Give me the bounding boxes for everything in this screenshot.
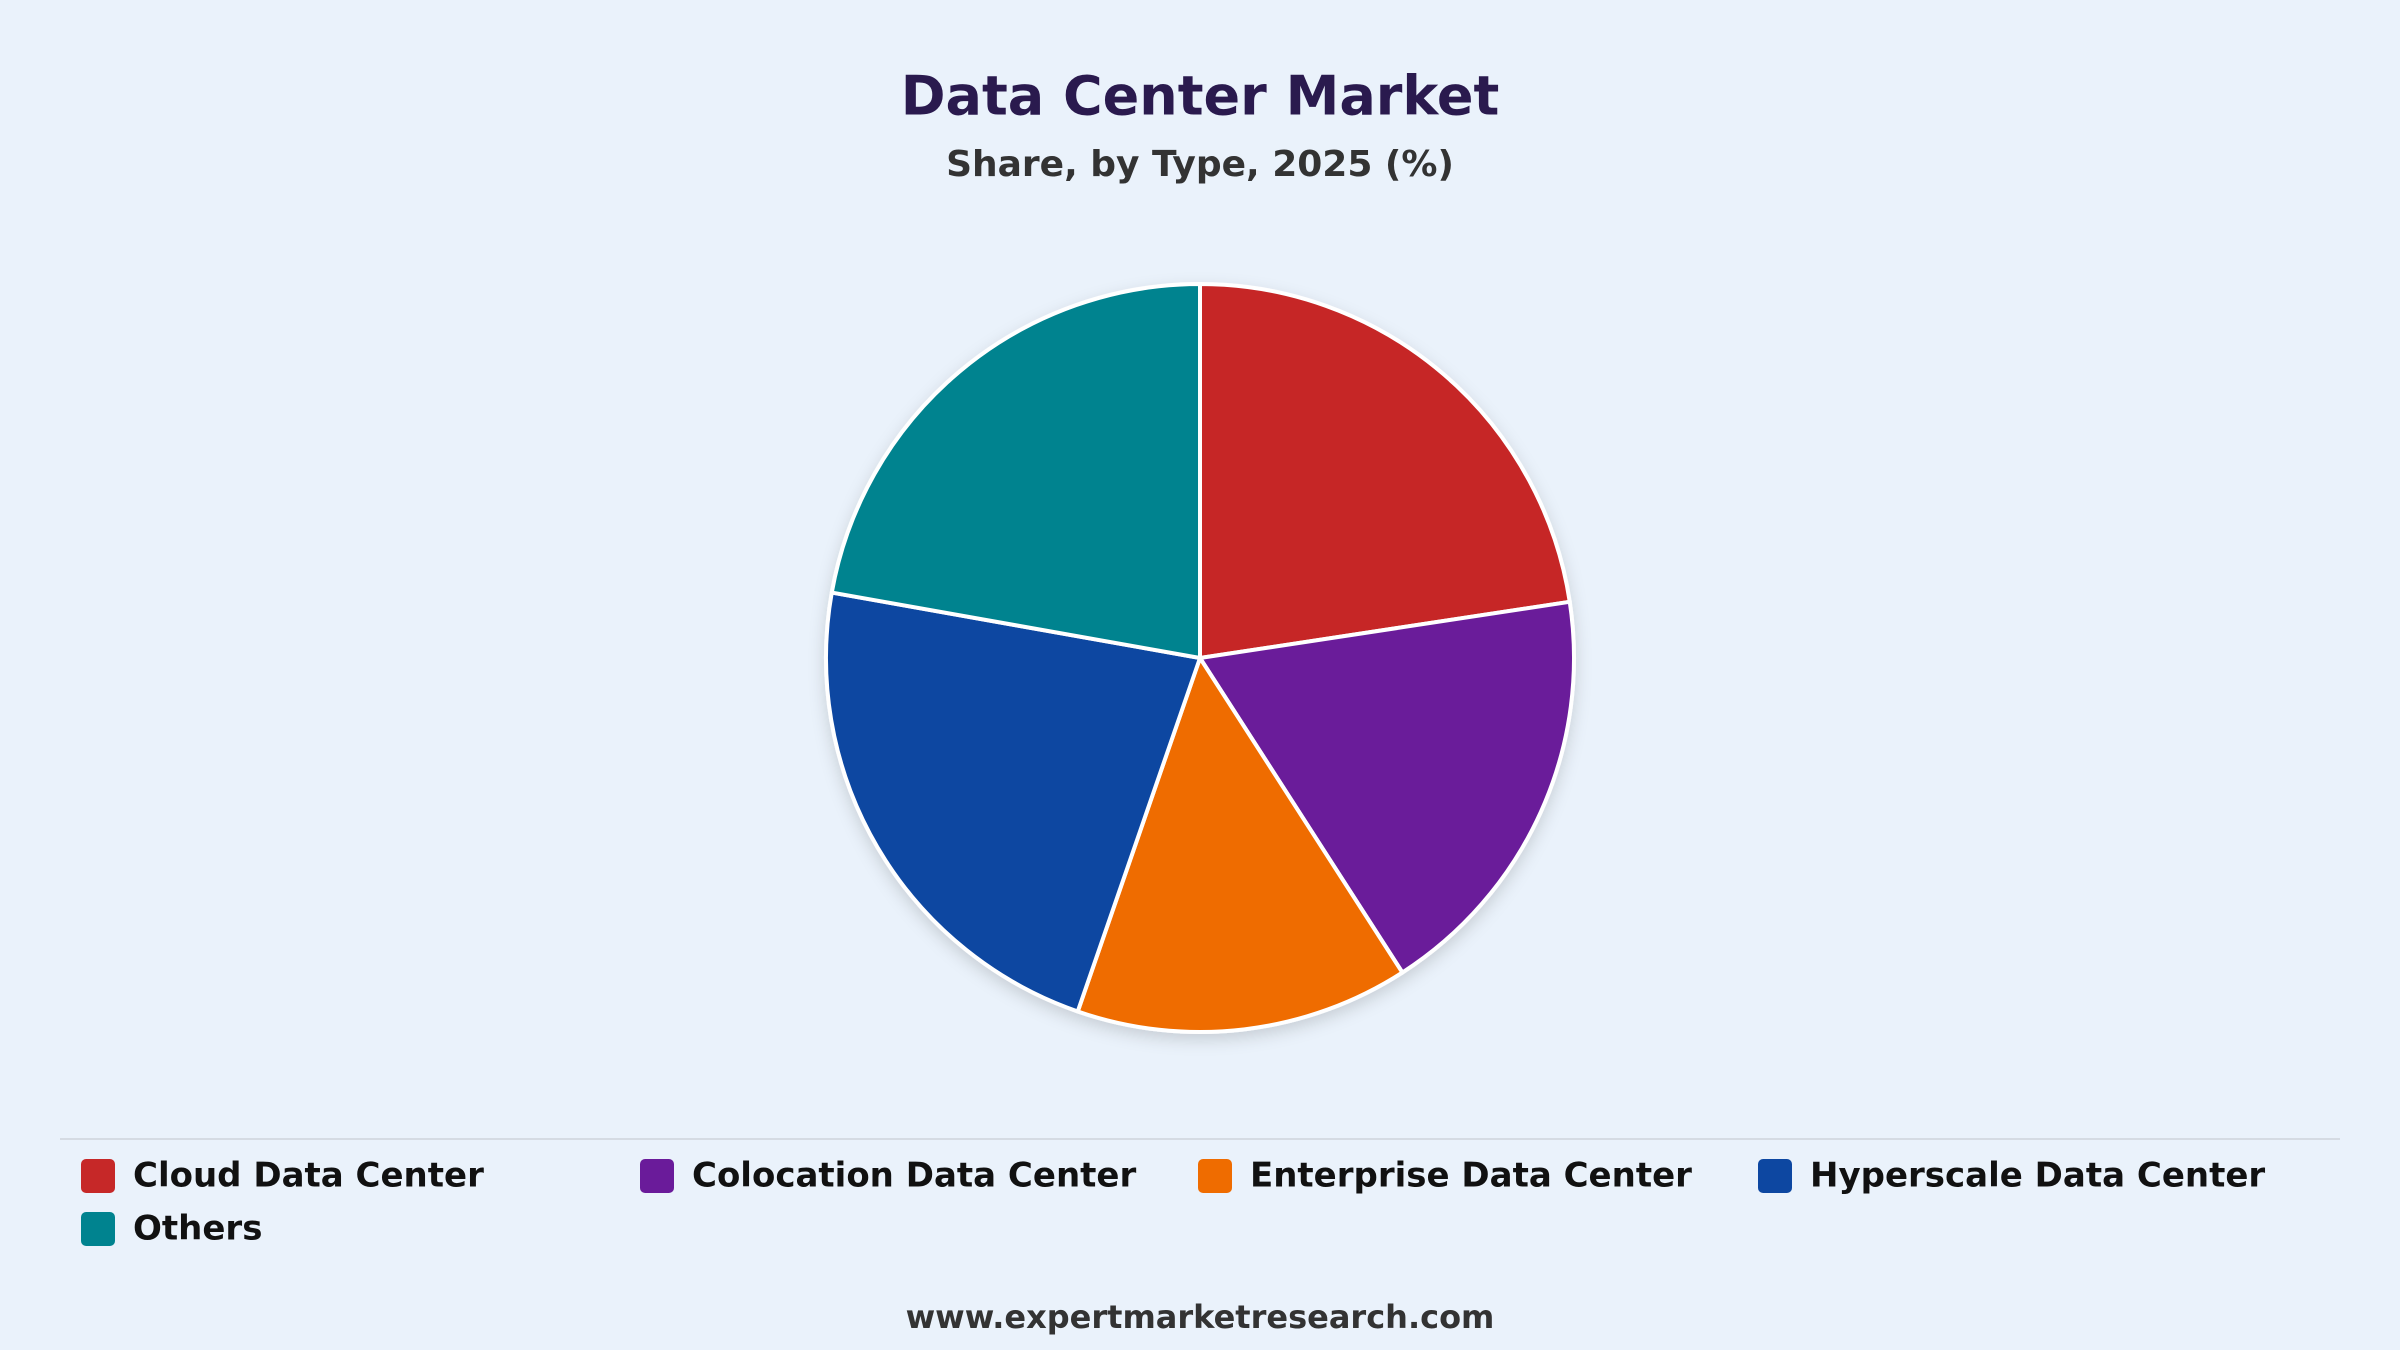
legend: Cloud Data Center Colocation Data Center E… (81, 1156, 2265, 1249)
legend-label: Colocation Data Center (692, 1156, 1136, 1196)
chart-subtitle: Share, by Type, 2025 (%) (946, 144, 1454, 185)
legend-label: Enterprise Data Center (1250, 1156, 1692, 1196)
pie-slice (1198, 599, 1576, 975)
pie-slice (1198, 282, 1572, 660)
legend-label: Hyperscale Data Center (1810, 1156, 2265, 1196)
pie-slice (1075, 656, 1405, 1034)
legend-label: Others (133, 1209, 262, 1249)
legend-label: Cloud Data Center (133, 1156, 484, 1196)
legend-swatch (81, 1212, 115, 1246)
legend-swatch (640, 1159, 674, 1193)
pie (824, 282, 1576, 1034)
legend-swatch (81, 1159, 115, 1193)
pie-slice (824, 590, 1202, 1014)
legend-swatch (1198, 1159, 1232, 1193)
legend-swatch (1758, 1159, 1792, 1193)
source: www.expertmarketresearch.com (906, 1298, 1495, 1336)
chart-title: Data Center Market (901, 65, 1500, 128)
pie-slice (829, 282, 1202, 660)
